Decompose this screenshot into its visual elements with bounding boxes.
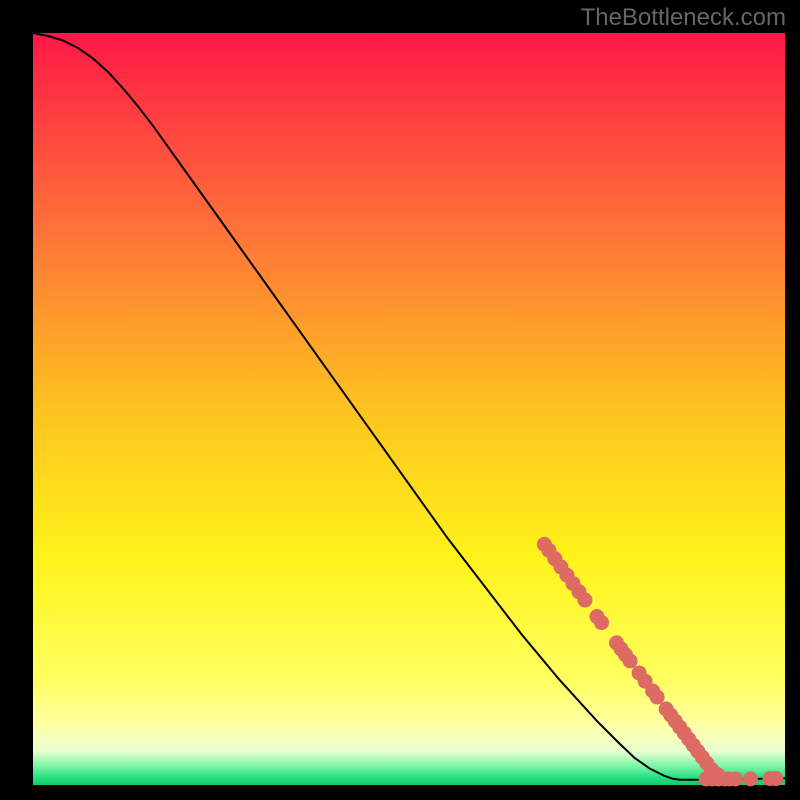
watermark-label: TheBottleneck.com	[581, 4, 786, 32]
bottleneck-curve	[33, 33, 785, 780]
data-marker	[594, 615, 609, 630]
chart-stage: TheBottleneck.com	[0, 0, 800, 800]
data-marker	[577, 593, 592, 608]
data-markers	[537, 537, 784, 787]
data-marker	[623, 653, 638, 668]
data-marker	[728, 771, 743, 786]
chart-overlay	[33, 33, 785, 785]
data-marker	[650, 690, 665, 705]
plot-area	[33, 33, 785, 785]
data-marker	[743, 771, 758, 786]
data-marker	[768, 771, 783, 786]
